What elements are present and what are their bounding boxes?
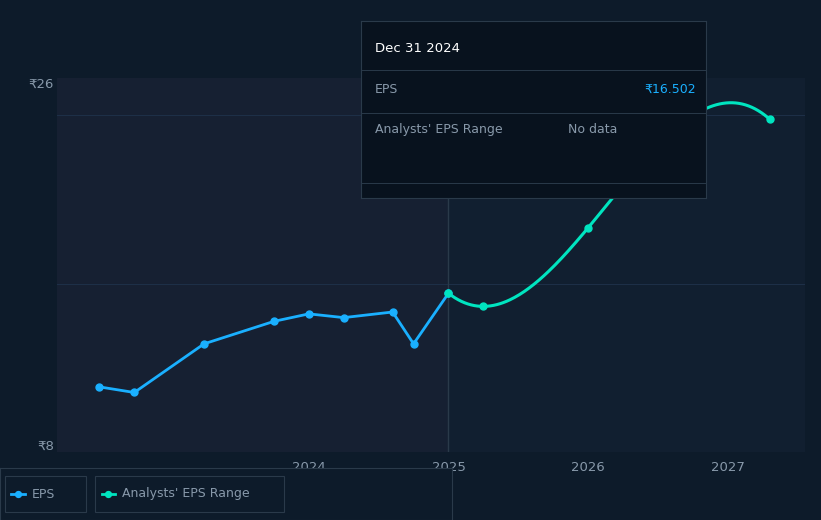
Point <box>386 308 399 316</box>
Text: Analysts' EPS Range: Analysts' EPS Range <box>375 123 502 136</box>
Point <box>477 302 490 310</box>
Point <box>407 340 420 348</box>
Text: ₹26: ₹26 <box>29 78 53 91</box>
Text: EPS: EPS <box>375 83 398 96</box>
Point <box>268 317 281 326</box>
Text: Analysts' EPS Range: Analysts' EPS Range <box>122 488 250 500</box>
FancyBboxPatch shape <box>5 476 86 512</box>
Text: No data: No data <box>568 123 617 136</box>
Text: ₹8: ₹8 <box>37 439 53 452</box>
Point <box>337 314 351 322</box>
FancyBboxPatch shape <box>95 476 285 512</box>
Point <box>442 289 455 297</box>
Point <box>102 490 115 498</box>
Text: ₹16.502: ₹16.502 <box>644 83 695 96</box>
Point <box>302 310 315 318</box>
Point <box>442 289 455 297</box>
Point <box>11 490 25 498</box>
Point <box>198 340 211 348</box>
Point <box>763 115 776 123</box>
Bar <box>57 78 448 452</box>
Point <box>128 388 141 397</box>
Text: Dec 31 2024: Dec 31 2024 <box>375 42 460 55</box>
Point <box>581 224 594 232</box>
Text: Analysts Forecasts: Analysts Forecasts <box>456 87 566 100</box>
Point <box>93 383 106 391</box>
Text: EPS: EPS <box>32 488 55 500</box>
Text: Actual: Actual <box>405 87 442 100</box>
